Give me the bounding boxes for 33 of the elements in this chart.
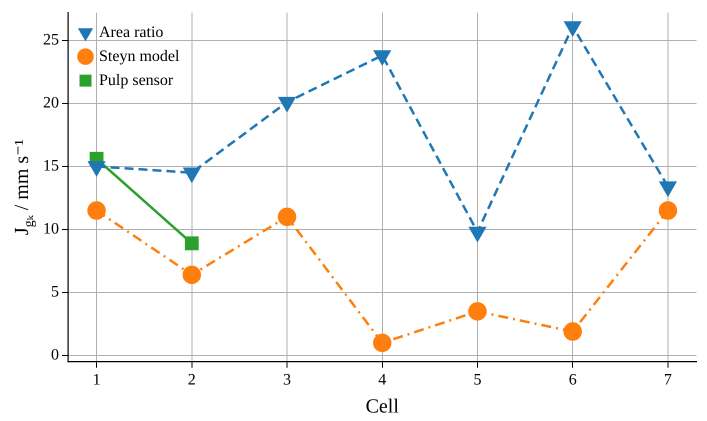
point [88, 161, 105, 176]
point [374, 50, 390, 65]
x-tick-label: 6 [568, 372, 577, 389]
point [278, 208, 296, 226]
y-tick-label: 20 [43, 94, 59, 112]
point [468, 302, 487, 321]
point [373, 334, 392, 352]
point [182, 266, 202, 284]
point [660, 181, 676, 196]
y-tick-label: 0 [51, 346, 59, 364]
x-tick-label: 2 [188, 372, 196, 389]
y-tick-label: 10 [43, 220, 59, 238]
point [184, 167, 200, 182]
legend-label: Steyn model [99, 48, 180, 65]
y-tick-label: 25 [43, 32, 59, 49]
point [564, 21, 581, 36]
point [278, 96, 296, 112]
y-tick-label: 15 [43, 158, 59, 175]
x-tick-label: 5 [473, 372, 482, 389]
point [658, 201, 678, 220]
x-tick-label: 1 [92, 372, 101, 389]
x-tick-label: 7 [664, 372, 672, 389]
point [469, 226, 486, 242]
x-tick-label: 4 [378, 372, 386, 389]
y-tick-label: 5 [51, 284, 59, 301]
point [563, 322, 582, 341]
point [87, 201, 106, 220]
x-axis-title: Cell [366, 395, 400, 418]
legend-label: Area ratio [99, 24, 164, 41]
point [184, 236, 199, 250]
y-axis-title: Jgₖ / mm s⁻¹ [11, 139, 37, 236]
legend-label: Pulp sensor [99, 72, 174, 89]
x-tick-label: 3 [283, 372, 292, 389]
